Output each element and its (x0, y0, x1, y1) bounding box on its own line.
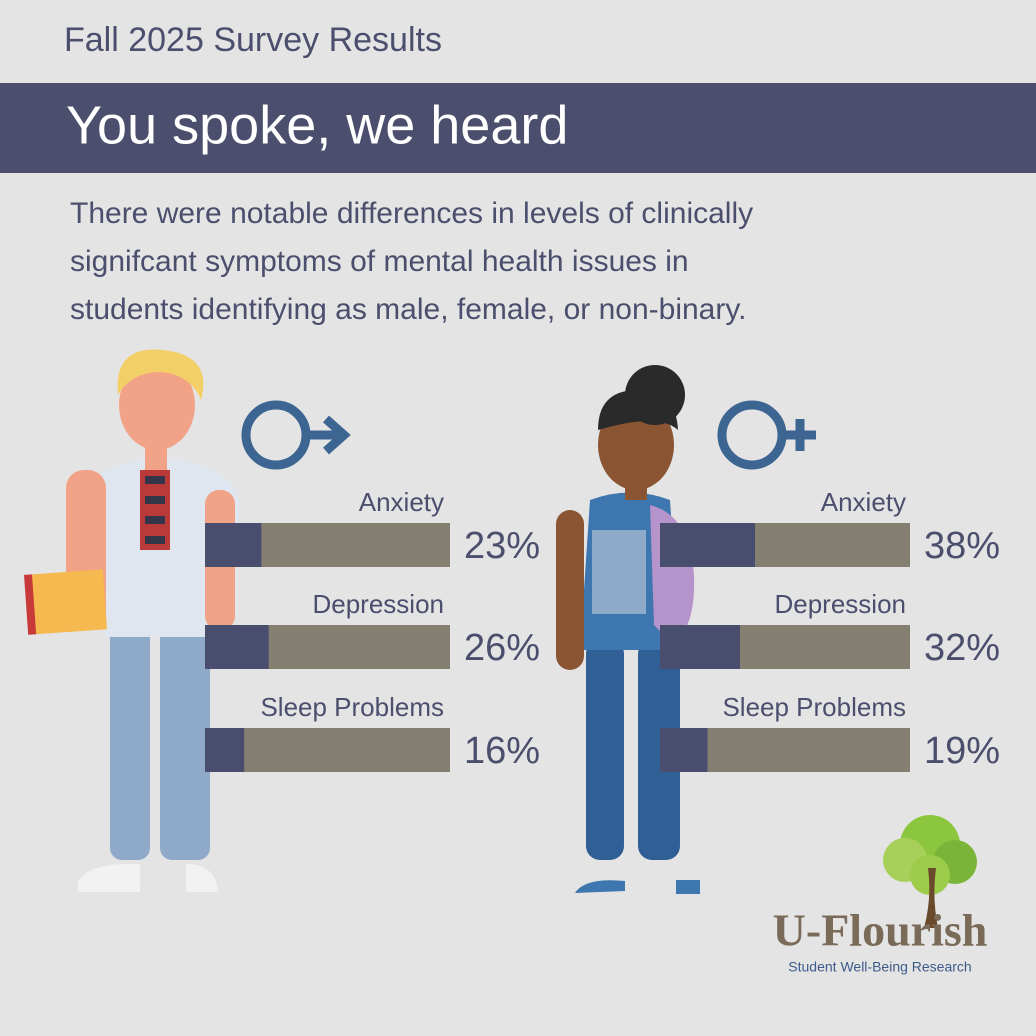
title: You spoke, we heard (66, 95, 568, 155)
bar (205, 728, 245, 772)
category-label: Sleep Problems (722, 692, 906, 722)
logo: U-Flourish Student Well-Being Research (773, 815, 988, 975)
value-label: 26% (464, 627, 540, 669)
bar (205, 625, 269, 669)
logo-name: U-Flourish (773, 905, 988, 956)
logo-tagline: Student Well-Being Research (788, 959, 971, 975)
category-label: Anxiety (359, 487, 444, 517)
eyebrow: Fall 2025 Survey Results (64, 21, 442, 59)
charts: Anxiety 23% Depression 26% Sleep Problems 16%… (205, 487, 1000, 772)
female-figure (556, 365, 700, 894)
title-band (0, 83, 1036, 173)
intro-line: students identifying as male, female, or… (70, 293, 746, 326)
category-label: Depression (774, 589, 906, 619)
male-figure (24, 349, 240, 892)
bar (660, 625, 740, 669)
value-label: 38% (924, 525, 1000, 567)
bar (205, 523, 262, 567)
intro-line: There were notable differences in levels… (70, 197, 753, 230)
intro: There were notable differences in levels… (70, 197, 753, 326)
category-label: Depression (312, 589, 444, 619)
value-label: 16% (464, 730, 540, 772)
value-label: 32% (924, 627, 1000, 669)
intro-line: signifcant symptoms of mental health iss… (70, 245, 689, 278)
bar (660, 728, 708, 772)
bar-track (205, 728, 450, 772)
value-label: 19% (924, 730, 1000, 772)
category-label: Anxiety (821, 487, 906, 517)
value-label: 23% (464, 525, 540, 567)
category-label: Sleep Problems (260, 692, 444, 722)
male-symbol (241, 400, 351, 470)
female-symbol (717, 400, 816, 470)
bar (660, 523, 755, 567)
